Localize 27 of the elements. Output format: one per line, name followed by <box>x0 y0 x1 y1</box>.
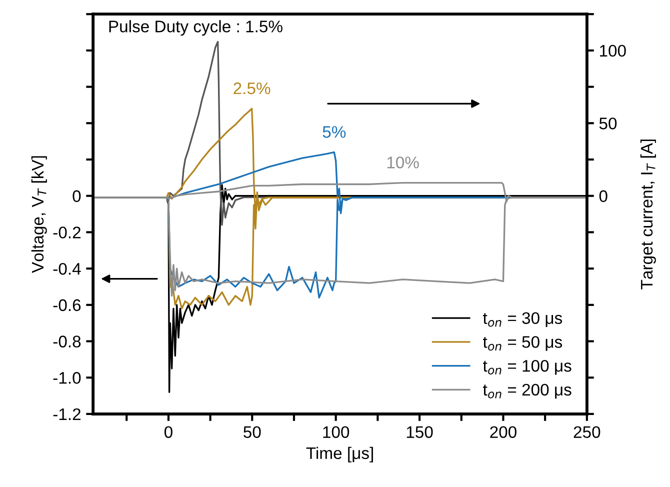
y-tick-label: -0.6 <box>53 299 81 312</box>
legend-label: t$_{on}$ = 30 μs <box>483 312 562 328</box>
y-tick-label: 0 <box>72 190 81 202</box>
y-tick-label: -0.4 <box>53 262 81 275</box>
x-tick-label: 0 <box>164 426 172 438</box>
y-tick-label: -0.8 <box>53 336 81 348</box>
y-tick-label: -0.2 <box>53 226 80 238</box>
series-label: 10% <box>387 156 419 168</box>
legend-label: t$_{on}$ = 50 μs <box>483 336 562 351</box>
y2-tick-label: 50 <box>599 118 617 130</box>
legend-label: t$_{on}$ = 200 μs <box>483 384 572 399</box>
y-tick-label: -1.0 <box>53 372 81 384</box>
y-tick-label: -1.2 <box>53 408 80 420</box>
series-label: 2.5% <box>234 82 270 94</box>
y-axis-title: Voltage, V$_{T}$ [kV] <box>31 156 47 273</box>
annotation: Pulse Duty cycle : 1.5% <box>109 20 282 36</box>
x-tick-label: 150 <box>406 426 433 438</box>
y2-tick-label: 0 <box>599 190 608 202</box>
x-tick-label: 200 <box>490 426 516 438</box>
x-tick-label: 50 <box>244 426 261 438</box>
x-tick-label: 100 <box>323 426 350 438</box>
y2-tick-label: 100 <box>600 44 626 57</box>
legend-label: t$_{on}$ = 100 μs <box>483 360 572 375</box>
x-tick-label: 250 <box>574 426 600 438</box>
series-label: 5% <box>322 126 346 138</box>
y2-axis-title: Target current, I$_{T}$ [A] <box>640 140 656 290</box>
x-axis-title: Time [μs] <box>306 446 373 462</box>
